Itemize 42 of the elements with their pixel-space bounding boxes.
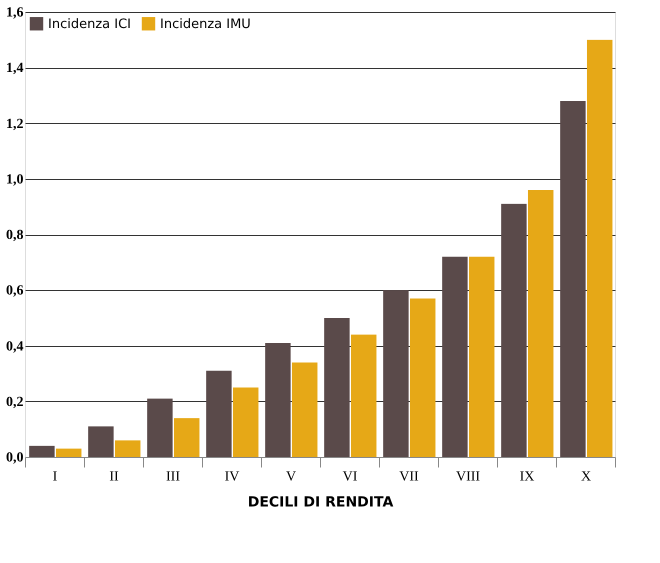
y-tick-label: 0,0	[6, 450, 24, 466]
x-tick-label: V	[286, 470, 296, 484]
bar	[383, 290, 409, 457]
bar	[29, 446, 55, 457]
y-tick-label: 1,4	[6, 61, 24, 76]
x-tick-label: IV	[224, 470, 240, 484]
bar	[147, 398, 173, 457]
y-tick-label: 0,4	[6, 339, 24, 354]
bar	[56, 448, 82, 457]
x-tick-label: II	[109, 470, 119, 484]
bar	[292, 362, 318, 457]
x-tick-label: IX	[520, 470, 534, 484]
y-tick-label: 1,0	[6, 172, 24, 188]
x-tick-label: VIII	[456, 470, 480, 484]
bar	[174, 418, 200, 457]
bar	[114, 440, 140, 457]
x-tick-label: VII	[399, 470, 420, 484]
bar	[410, 298, 436, 457]
y-tick-label: 0,6	[6, 284, 24, 299]
bar	[350, 334, 376, 457]
bar	[206, 370, 232, 457]
bar	[88, 426, 114, 457]
bar	[501, 204, 527, 457]
x-tick-label: X	[580, 470, 592, 484]
x-tick-label: VI	[342, 470, 358, 484]
x-tick-label: III	[166, 470, 180, 484]
x-tick-label: I	[52, 470, 58, 484]
legend-label: Incidenza IMU	[160, 16, 251, 32]
bar	[265, 342, 291, 457]
y-tick-label: 1,2	[6, 116, 24, 132]
bar	[560, 101, 586, 457]
x-axis-title: DECILI DI RENDITA	[248, 494, 394, 510]
y-tick-label: 1,6	[6, 6, 24, 20]
legend-label: Incidenza ICI	[48, 16, 131, 32]
bar	[586, 40, 612, 457]
bar	[442, 256, 468, 457]
y-tick-label: 0,2	[6, 394, 24, 410]
y-tick-label: 0,8	[6, 228, 24, 243]
bar	[528, 190, 554, 457]
bar	[232, 387, 258, 457]
bar	[468, 256, 494, 457]
bar	[324, 318, 350, 457]
